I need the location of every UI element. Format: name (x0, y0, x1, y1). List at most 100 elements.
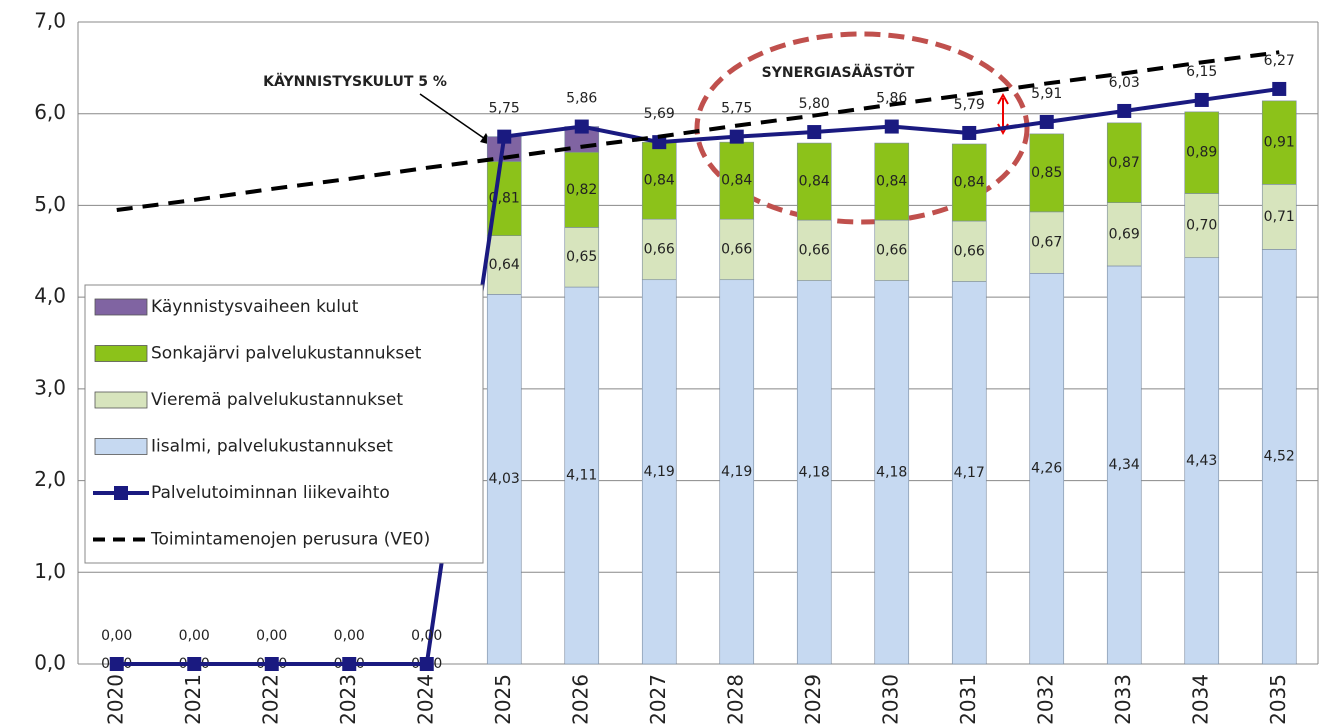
data-label: 0,84 (954, 175, 985, 191)
bar-segment (1029, 272, 1065, 665)
x-tick-label: 2027 (646, 674, 670, 725)
data-label: 5,91 (1031, 86, 1062, 102)
y-tick-label: 6,0 (34, 100, 66, 124)
x-tick-label: 2024 (413, 674, 437, 725)
data-label: 0,85 (1031, 165, 1062, 181)
line-marker (1272, 81, 1287, 96)
legend-label: Toimintamenojen perusura (VE0) (150, 530, 430, 550)
bar-segment (951, 220, 987, 282)
line-marker (342, 657, 357, 671)
legend-swatch (94, 298, 148, 316)
data-label: 5,69 (644, 106, 675, 122)
data-label: 5,75 (489, 101, 520, 117)
data-label: 0,89 (1186, 145, 1217, 161)
data-label: 0,65 (566, 249, 597, 265)
line-marker (497, 129, 512, 144)
y-tick-label: 2,0 (34, 467, 66, 491)
line-marker (419, 657, 434, 671)
x-tick-label: 2030 (878, 674, 902, 725)
line-marker (884, 119, 899, 134)
data-label: 6,27 (1264, 53, 1295, 69)
bar-segment (564, 286, 600, 665)
bar-segment (951, 143, 987, 222)
line-marker (574, 119, 589, 134)
line-marker (1194, 92, 1209, 107)
bar-segment (1261, 249, 1297, 665)
y-tick-label: 7,0 (34, 9, 66, 33)
x-tick-label: 2026 (568, 674, 592, 725)
x-tick-label: 2029 (801, 674, 825, 725)
data-label: 5,79 (954, 97, 985, 113)
bar-segment (874, 280, 910, 665)
data-label: 0,66 (876, 242, 907, 258)
annotation: KÄYNNISTYSKULUT 5 % (263, 73, 447, 90)
bar-segment (1261, 100, 1297, 185)
data-label: 0,70 (1186, 218, 1217, 234)
data-label: 0,00 (334, 628, 365, 644)
bar-segment (874, 219, 910, 281)
data-label: 4,26 (1031, 461, 1062, 477)
line-marker (264, 657, 279, 671)
data-label: 0,66 (954, 243, 985, 259)
data-label: 6,03 (1109, 75, 1140, 91)
bar-segment (796, 219, 832, 281)
data-label: 4,18 (799, 464, 830, 480)
data-label: 0,84 (644, 173, 675, 189)
data-label: 0,87 (1109, 155, 1140, 171)
bar-segment (1184, 111, 1220, 194)
data-label: 5,86 (566, 91, 597, 107)
data-label: 4,11 (566, 468, 597, 484)
line-marker (962, 125, 977, 140)
legend-label: Iisalmi, palvelukustannukset (151, 437, 393, 457)
data-label: 0,66 (799, 242, 830, 258)
legend-label: Sonkajärvi palvelukustannukset (151, 344, 422, 364)
x-tick-label: 2020 (103, 674, 127, 725)
bar-segment (486, 294, 522, 665)
data-label: 4,52 (1264, 449, 1295, 465)
x-tick-label: 2021 (181, 674, 205, 725)
data-label: 0,00 (101, 628, 132, 644)
bar-segment (719, 218, 755, 281)
revenue-line (116, 86, 1280, 666)
data-label: 5,80 (799, 96, 830, 112)
data-label: 0,84 (876, 174, 907, 190)
data-label: 6,15 (1186, 64, 1217, 80)
data-label: 4,19 (644, 464, 675, 480)
data-label: 4,17 (954, 465, 985, 481)
legend-label: Vieremä palvelukustannukset (151, 390, 403, 410)
x-tick-label: 2035 (1266, 674, 1290, 725)
line-marker (1117, 103, 1132, 118)
x-tick-label: 2032 (1033, 674, 1057, 725)
data-label: 0,91 (1264, 135, 1295, 151)
y-tick-label: 0,0 (34, 651, 66, 675)
bar-segment (796, 142, 832, 221)
data-label: 4,03 (489, 471, 520, 487)
annotation: SYNERGIASÄÄSTÖT (762, 63, 915, 81)
y-tick-label: 3,0 (34, 375, 66, 399)
legend-swatch (114, 486, 128, 500)
y-tick-label: 5,0 (34, 192, 66, 216)
legend-swatch (94, 345, 148, 362)
line-marker (807, 125, 822, 140)
y-tick-label: 1,0 (34, 559, 66, 583)
line-marker (652, 135, 667, 150)
data-label: 5,75 (721, 101, 752, 117)
data-label: 0,84 (721, 173, 752, 189)
data-label: 0,64 (489, 257, 520, 273)
x-tick-label: 2028 (723, 674, 747, 725)
legend-swatch (94, 438, 148, 455)
legend-label: Käynnistysvaiheen kulut (151, 297, 359, 317)
bar-segment (1184, 257, 1220, 665)
data-label: 4,43 (1186, 453, 1217, 469)
x-tick-label: 2031 (956, 674, 980, 725)
x-tick-label: 2023 (336, 674, 360, 725)
bar-segment (641, 218, 677, 281)
data-label: 4,19 (721, 464, 752, 480)
line-marker (1039, 114, 1054, 129)
legend-swatch (94, 391, 148, 409)
line-marker (109, 657, 124, 671)
data-label: 0,67 (1031, 235, 1062, 251)
data-label: 0,00 (179, 628, 210, 644)
y-tick-label: 4,0 (34, 284, 66, 308)
